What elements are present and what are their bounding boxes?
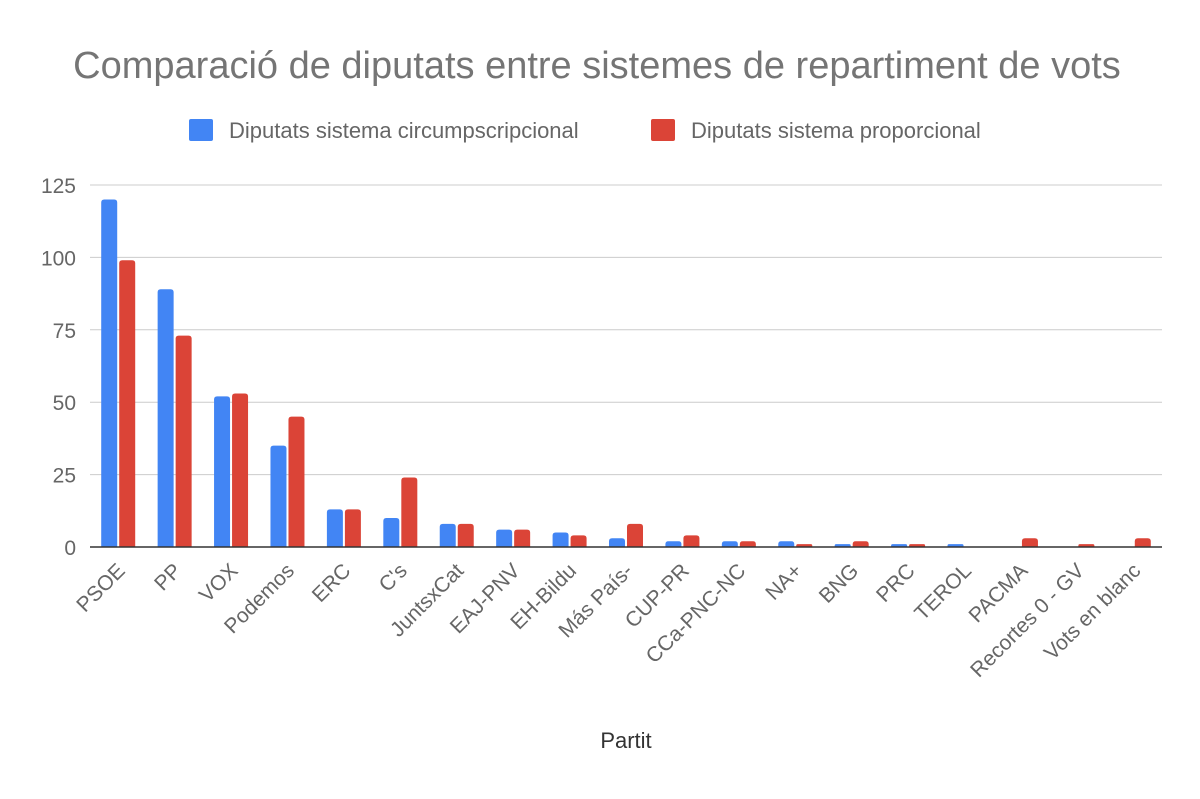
y-tick-label: 75	[53, 320, 76, 343]
y-tick-label: 0	[64, 537, 76, 560]
bar-circumpscripcional-0	[101, 199, 118, 548]
x-axis-title: Partit	[600, 728, 651, 753]
bar-proporcional-11	[739, 541, 756, 547]
x-tick-label: ERC	[308, 559, 356, 607]
legend-swatch-series-1	[189, 119, 213, 141]
x-tick-label: PRC	[872, 559, 920, 607]
legend-label-series-2: Diputats sistema proporcional	[691, 118, 981, 143]
bar-proporcional-4	[344, 509, 361, 547]
x-tick-label: TEROL	[910, 559, 976, 625]
x-tick-label: VOX	[195, 559, 243, 607]
legend-swatch-series-2	[651, 119, 675, 141]
bar-circumpscripcional-5	[383, 518, 400, 547]
bar-proporcional-8	[570, 535, 587, 547]
bar-proporcional-2	[232, 393, 249, 547]
bar-proporcional-16	[1021, 538, 1038, 547]
bar-circumpscripcional-9	[609, 538, 625, 547]
bar-proporcional-6	[457, 523, 474, 547]
x-tick-label: PSOE	[72, 559, 130, 617]
bar-circumpscripcional-4	[326, 509, 343, 547]
bar-proporcional-5	[401, 477, 418, 547]
bar-circumpscripcional-3	[270, 445, 287, 547]
bars	[101, 199, 1151, 548]
x-tick-label: NA+	[761, 559, 807, 605]
y-tick-label: 125	[41, 175, 76, 198]
x-tick-label: BNG	[815, 559, 863, 607]
bar-circumpscripcional-12	[778, 541, 795, 547]
y-tick-label: 100	[41, 247, 76, 270]
bar-circumpscripcional-8	[552, 532, 569, 547]
bar-proporcional-7	[514, 529, 531, 547]
bar-proporcional-0	[119, 260, 136, 547]
y-tick-label: 25	[53, 465, 76, 488]
bar-circumpscripcional-2	[214, 396, 231, 547]
x-tick-label: CCa-PNC-NC	[642, 559, 751, 668]
bar-circumpscripcional-6	[439, 523, 456, 547]
gridlines	[90, 184, 1162, 476]
y-tick-label: 50	[53, 392, 76, 415]
legend-label-series-1: Diputats sistema circumpscripcional	[229, 118, 579, 143]
bar-circumpscripcional-11	[721, 541, 738, 547]
bar-circumpscripcional-1	[157, 289, 174, 547]
bar-proporcional-10	[683, 535, 700, 547]
legend: Diputats sistema circumpscripcional Dipu…	[189, 118, 981, 143]
chart-title: Comparació de diputats entre sistemes de…	[73, 45, 1121, 87]
bar-circumpscripcional-7	[496, 529, 513, 547]
bar-proporcional-13	[852, 541, 869, 547]
y-axis-ticks: 0 25 50 75 100 125	[41, 175, 76, 560]
x-tick-label: C's	[375, 559, 412, 596]
bar-proporcional-1	[175, 335, 192, 547]
bar-proporcional-3	[288, 416, 305, 547]
x-tick-label: PP	[150, 559, 186, 595]
bar-circumpscripcional-10	[665, 541, 682, 547]
bar-proporcional-9	[627, 523, 643, 547]
bar-proporcional-18	[1134, 538, 1151, 547]
